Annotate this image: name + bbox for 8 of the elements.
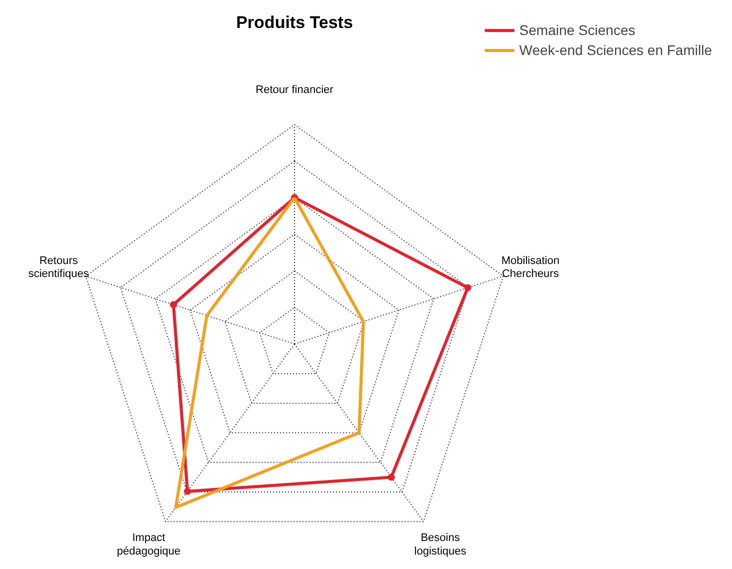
spoke-label: Besoins logistiques [414,532,467,558]
spoke-label: Retour financier [256,84,334,96]
spoke-label: Retours scientifiques [28,254,90,280]
spoke-label: Impact pédagogique [116,532,181,558]
chart-title: Produits Tests [236,13,353,32]
legend-label: Semaine Sciences [519,22,636,38]
spoke-label: Mobilisation Chercheurs [501,254,560,280]
legend-label: Week-end Sciences en Famille [519,42,712,58]
